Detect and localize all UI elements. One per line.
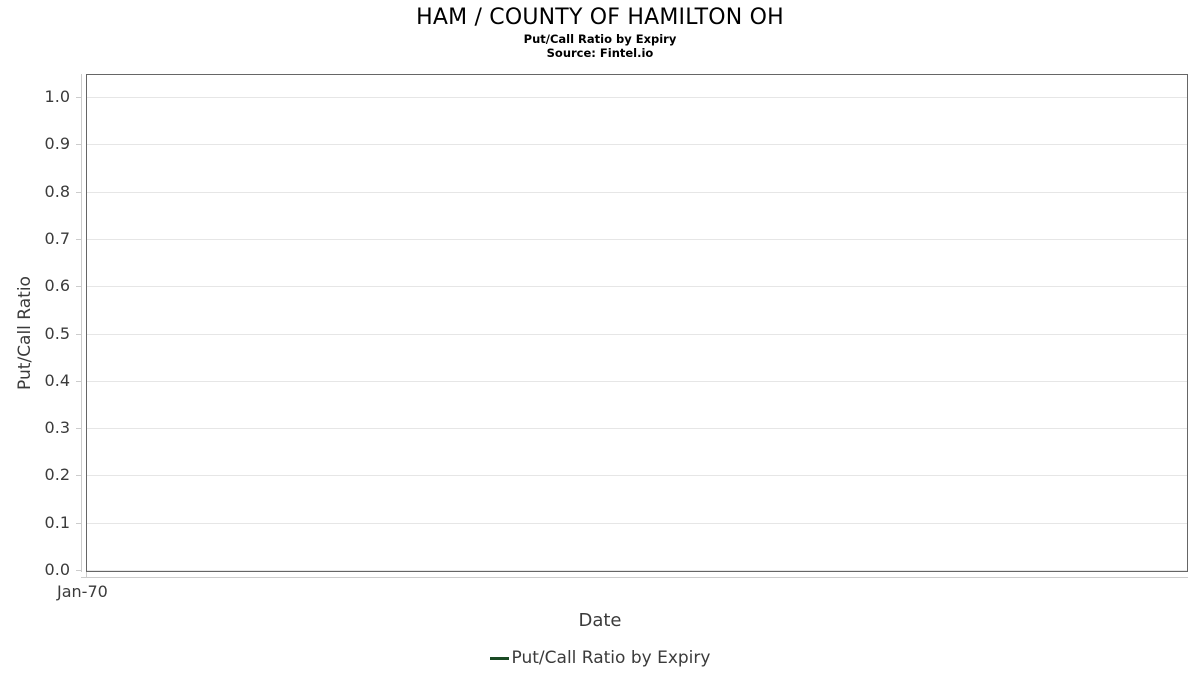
y-axis-tick-label: 0.4 bbox=[44, 370, 70, 390]
gridline bbox=[87, 570, 1187, 571]
y-axis-tick-label: 0.0 bbox=[44, 560, 70, 579]
gridline bbox=[87, 191, 1187, 193]
y-axis-tick bbox=[76, 286, 82, 288]
gridlines bbox=[87, 75, 1187, 571]
gridline bbox=[87, 144, 1187, 146]
y-axis-tick-label: 0.2 bbox=[44, 465, 70, 485]
y-axis-tick bbox=[76, 570, 82, 571]
gridline bbox=[87, 238, 1187, 240]
y-axis-tick bbox=[76, 428, 82, 430]
chart-title: HAM / COUNTY OF HAMILTON OH bbox=[416, 5, 784, 30]
y-axis-tick-label: 0.8 bbox=[44, 181, 70, 201]
x-axis-title: Date bbox=[578, 610, 622, 631]
data-series-layer bbox=[87, 75, 1187, 571]
gridline bbox=[87, 333, 1187, 335]
gridline bbox=[87, 428, 1187, 430]
chart-source: Source: Fintel.io bbox=[546, 46, 654, 60]
y-axis-tick bbox=[76, 380, 82, 382]
gridline bbox=[87, 522, 1187, 524]
gridline bbox=[87, 97, 1187, 98]
y-axis-tick bbox=[76, 238, 82, 240]
y-axis-tick-label: 0.1 bbox=[44, 512, 70, 532]
chart-subtitle: Put/Call Ratio by Expiry bbox=[523, 32, 677, 46]
y-axis-tick bbox=[76, 97, 82, 98]
y-axis-tick bbox=[76, 191, 82, 193]
y-axis-spine bbox=[81, 74, 82, 572]
y-axis-tick-label: 0.3 bbox=[44, 418, 70, 438]
legend-line-marker-icon bbox=[489, 656, 509, 660]
y-axis-title: Put/Call Ratio bbox=[15, 276, 35, 390]
chart-legend: Put/Call Ratio by Expiry bbox=[0, 648, 1200, 668]
y-axis-tick-label: 0.6 bbox=[44, 276, 70, 296]
y-axis-tick bbox=[76, 333, 82, 335]
x-axis-spine bbox=[81, 577, 1188, 578]
gridline bbox=[87, 475, 1187, 477]
y-axis-tick-label: 0.5 bbox=[44, 323, 70, 343]
legend-item-label: Put/Call Ratio by Expiry bbox=[511, 648, 711, 668]
gridline bbox=[87, 380, 1187, 382]
title-block: HAM / COUNTY OF HAMILTON OH Put/Call Rat… bbox=[0, 4, 1200, 60]
x-axis-tick bbox=[86, 572, 87, 578]
y-axis-tick-label: 0.7 bbox=[44, 228, 70, 248]
y-axis-tick-label: 1.0 bbox=[44, 87, 70, 106]
gridline bbox=[87, 286, 1187, 288]
y-axis-tick bbox=[76, 475, 82, 477]
x-axis-tick-label: Jan-70 bbox=[57, 582, 108, 601]
legend-item[interactable]: Put/Call Ratio by Expiry bbox=[489, 648, 711, 668]
y-axis-tick-label: 0.9 bbox=[44, 134, 70, 154]
y-axis-tick bbox=[76, 522, 82, 524]
plot-area bbox=[86, 74, 1188, 572]
y-axis-tick bbox=[76, 144, 82, 146]
